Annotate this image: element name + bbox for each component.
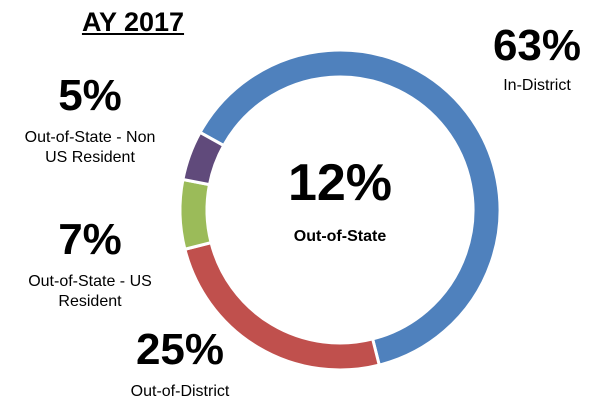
- center-value: 12%: [287, 154, 393, 212]
- value-label: 7%: [58, 215, 122, 264]
- value-label: 25%: [135, 325, 225, 374]
- value-label: 63%: [492, 21, 582, 70]
- chart-title: AY 2017: [81, 7, 185, 37]
- center-label: Out-of-State: [293, 228, 387, 245]
- category-label: Out-of-State - Non US Resident: [24, 129, 156, 166]
- category-label: In-District: [503, 77, 571, 94]
- category-label: Out-of-District: [130, 383, 230, 400]
- value-label: 5%: [58, 71, 122, 120]
- donut-slice: [178, 177, 213, 252]
- donut-slice: [181, 130, 226, 187]
- category-label: Out-of-State - US Resident: [28, 273, 152, 310]
- donut-slice: [198, 48, 502, 367]
